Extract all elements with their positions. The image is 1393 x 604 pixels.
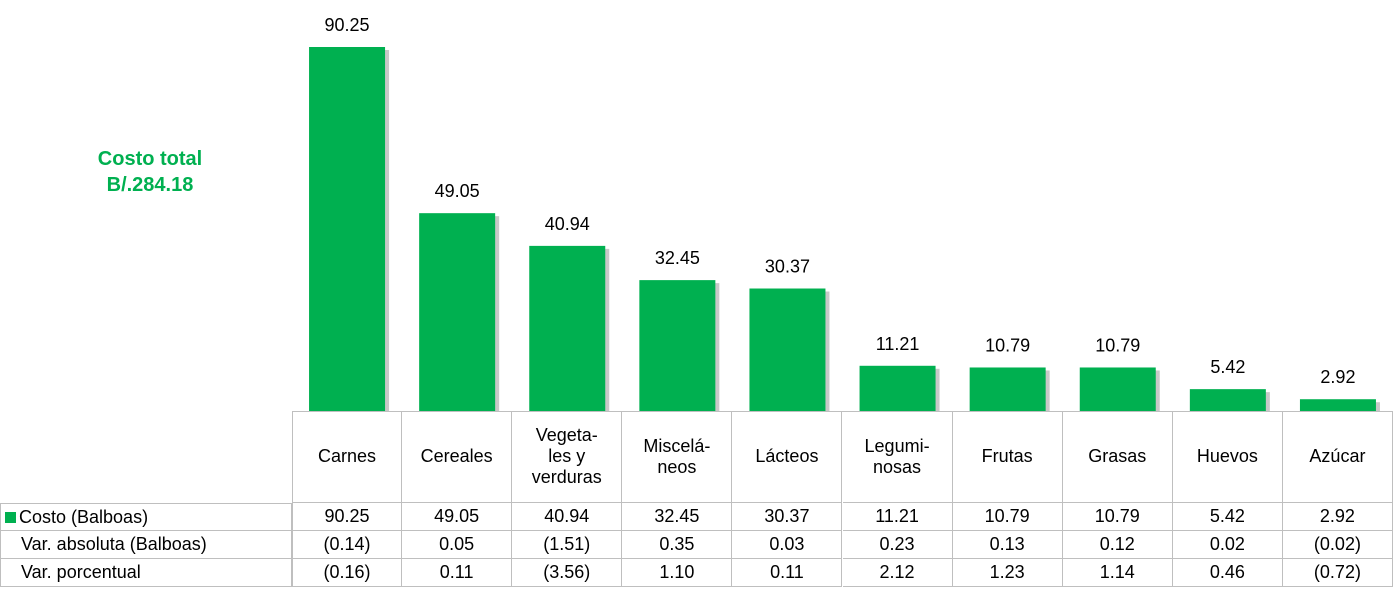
data-label: 30.37	[765, 257, 810, 277]
table-value: (0.72)	[1282, 559, 1393, 587]
table-value: 0.23	[842, 531, 953, 559]
table-value: (0.16)	[292, 559, 403, 587]
table-value: 0.46	[1172, 559, 1283, 587]
category-label: Legumi- nosas	[842, 411, 953, 503]
category-label: Vegeta- les y verduras	[512, 411, 623, 503]
data-label: 90.25	[325, 15, 370, 35]
data-label: 10.79	[985, 335, 1030, 355]
table-value: (0.02)	[1282, 531, 1393, 559]
bar	[1189, 389, 1266, 411]
data-label: 49.05	[435, 181, 480, 201]
table-value: 10.79	[952, 503, 1063, 531]
bar	[639, 280, 716, 411]
table-value: 11.21	[842, 503, 953, 531]
category-label: Grasas	[1062, 411, 1173, 503]
table-value: 40.94	[512, 503, 623, 531]
table-value: 0.05	[402, 531, 513, 559]
bar	[1079, 367, 1156, 411]
bar	[749, 288, 826, 411]
data-label: 10.79	[1095, 335, 1140, 355]
bar	[859, 365, 936, 411]
annotation: Costo total B/.284.18	[97, 148, 203, 196]
table-value: 0.02	[1172, 531, 1283, 559]
data-label: 40.94	[545, 214, 590, 234]
bar	[419, 213, 496, 411]
category-label: Carnes	[292, 411, 403, 503]
table-value: 2.12	[842, 559, 953, 587]
table-value: 0.12	[1062, 531, 1173, 559]
category-label: Lácteos	[732, 411, 843, 503]
data-label: 11.21	[876, 334, 920, 354]
category-label: Azúcar	[1282, 411, 1393, 503]
table-value: (1.51)	[512, 531, 623, 559]
data-label: 2.92	[1320, 367, 1355, 387]
table-value: 0.11	[402, 559, 513, 587]
row-label: Var. absoluta (Balboas)	[0, 531, 292, 559]
table-value: 1.14	[1062, 559, 1173, 587]
bar	[1299, 399, 1376, 411]
table-value: 30.37	[732, 503, 843, 531]
row-label: Var. porcentual	[0, 559, 292, 587]
category-label: Huevos	[1172, 411, 1283, 503]
category-label: Cereales	[402, 411, 513, 503]
data-label: 5.42	[1210, 357, 1245, 377]
bar	[309, 47, 386, 411]
table-value: 32.45	[622, 503, 733, 531]
category-label: Miscelá- neos	[622, 411, 733, 503]
table-value: 10.79	[1062, 503, 1173, 531]
table-value: (3.56)	[512, 559, 623, 587]
table-value: 1.10	[622, 559, 733, 587]
table-value: 2.92	[1282, 503, 1393, 531]
table-value: 49.05	[402, 503, 513, 531]
table-value: 0.35	[622, 531, 733, 559]
legend-label: Costo (Balboas)	[19, 506, 149, 527]
table-value: 0.11	[732, 559, 843, 587]
category-label: Frutas	[952, 411, 1063, 503]
data-label: 32.45	[655, 248, 700, 268]
legend-swatch	[5, 511, 16, 523]
table-value: 1.23	[952, 559, 1063, 587]
table-value: 0.03	[732, 531, 843, 559]
bar	[969, 367, 1046, 411]
table-value: 5.42	[1172, 503, 1283, 531]
bar	[529, 245, 606, 411]
table-value: (0.14)	[292, 531, 403, 559]
table-value: 90.25	[292, 503, 403, 531]
legend-entry: Costo (Balboas)	[0, 503, 292, 531]
table-value: 0.13	[952, 531, 1063, 559]
